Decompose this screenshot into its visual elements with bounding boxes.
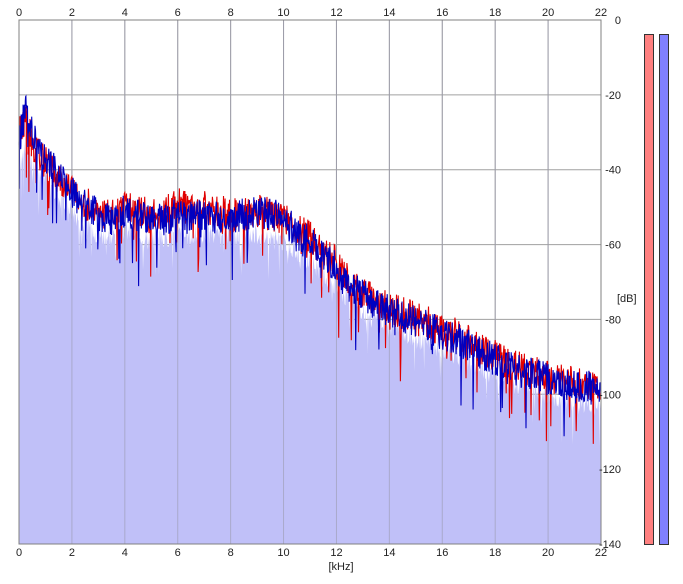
y-tick-labels: 0 -20 -40 -60 -80 -100 -120 -140 <box>599 15 621 551</box>
x-tick-label-bottom: 18 <box>489 547 501 559</box>
x-tick-label-top: 16 <box>436 7 448 19</box>
x-tick-label-top: 0 <box>16 7 22 19</box>
x-tick-label-top: 20 <box>542 7 554 19</box>
x-tick-label-top: 10 <box>277 7 289 19</box>
y-tick-label: -80 <box>605 314 621 326</box>
x-tick-label-bottom: 6 <box>175 547 181 559</box>
y-tick-label: -140 <box>599 539 621 551</box>
left-channel-level-meter <box>644 34 654 545</box>
series-fill-area <box>19 134 601 544</box>
x-tick-label-bottom: 16 <box>436 547 448 559</box>
x-tick-labels-top: 0 2 4 6 8 10 12 14 16 18 20 22 <box>16 7 607 19</box>
plot-frame <box>18 19 602 545</box>
x-tick-label-top: 18 <box>489 7 501 19</box>
series-line-2 <box>18 94 602 437</box>
right-channel-level-meter <box>659 34 669 545</box>
x-tick-label-top: 2 <box>69 7 75 19</box>
y-tick-label: -100 <box>599 389 621 401</box>
x-tick-label-bottom: 8 <box>228 547 234 559</box>
x-tick-label-bottom: 20 <box>542 547 554 559</box>
y-tick-label: -20 <box>605 90 621 102</box>
y-axis-unit: [dB] <box>617 293 637 305</box>
y-tick-label: 0 <box>615 15 621 27</box>
x-tick-label-top: 6 <box>175 7 181 19</box>
x-tick-label-bottom: 10 <box>277 547 289 559</box>
x-tick-label-top: 22 <box>595 7 607 19</box>
y-tick-label: -40 <box>605 165 621 177</box>
x-tick-label-bottom: 12 <box>330 547 342 559</box>
x-tick-labels-bottom: 0 2 4 6 8 10 12 14 16 18 20 22 <box>16 547 607 559</box>
x-tick-label-bottom: 0 <box>16 547 22 559</box>
x-tick-label-bottom: 22 <box>595 547 607 559</box>
x-axis-unit: [kHz] <box>328 561 353 573</box>
x-tick-label-top: 14 <box>383 7 395 19</box>
x-tick-label-top: 8 <box>228 7 234 19</box>
y-tick-label: -120 <box>599 464 621 476</box>
x-tick-label-bottom: 2 <box>69 547 75 559</box>
x-tick-label-bottom: 4 <box>122 547 128 559</box>
x-tick-label-top: 4 <box>122 7 128 19</box>
x-tick-label-top: 12 <box>330 7 342 19</box>
x-tick-label-bottom: 14 <box>383 547 395 559</box>
y-tick-label: -60 <box>605 240 621 252</box>
